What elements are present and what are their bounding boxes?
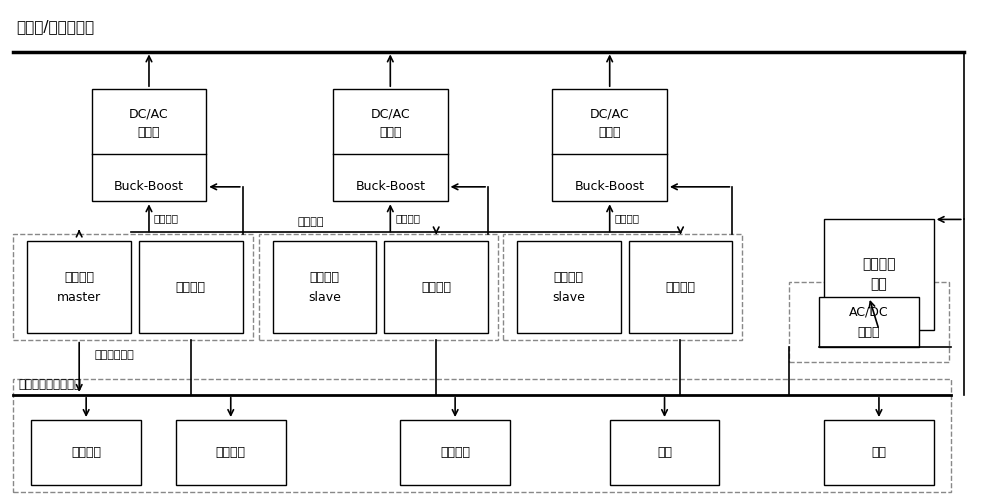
Text: 放电控制: 放电控制 (615, 213, 640, 223)
Bar (92, 89, 206, 202)
Text: 逆变控制: 逆变控制 (297, 217, 324, 227)
Bar (552, 89, 667, 202)
Bar (824, 420, 934, 485)
Text: 放电控制: 放电控制 (395, 213, 420, 223)
Text: 监测设备: 监测设备 (440, 446, 470, 459)
Text: Buck-Boost: Buck-Boost (355, 180, 425, 194)
Text: 电站: 电站 (871, 278, 887, 292)
Text: 放电控制: 放电控制 (154, 213, 179, 223)
Text: 主控基站: 主控基站 (64, 271, 94, 284)
Text: 空调: 空调 (657, 446, 672, 459)
Text: 照明: 照明 (871, 446, 886, 459)
Text: Buck-Boost: Buck-Boost (575, 180, 645, 194)
Text: 虚拟储能: 虚拟储能 (862, 258, 896, 272)
Bar (610, 420, 719, 485)
Bar (333, 89, 448, 202)
Bar (139, 241, 243, 334)
Text: DC/AC: DC/AC (129, 108, 169, 120)
Bar (273, 241, 376, 334)
Text: DC/AC: DC/AC (370, 108, 410, 120)
Text: 电池状态监测: 电池状态监测 (94, 350, 134, 360)
Text: DC/AC: DC/AC (590, 108, 630, 120)
Text: Buck-Boost: Buck-Boost (114, 180, 184, 194)
Text: slave: slave (308, 291, 341, 303)
Bar (629, 241, 732, 334)
Bar (789, 282, 949, 362)
Text: 供电基站: 供电基站 (309, 271, 339, 284)
Text: master: master (57, 291, 101, 303)
Text: AC/DC: AC/DC (849, 305, 889, 319)
Text: 储能电池: 储能电池 (176, 281, 206, 294)
Bar (31, 420, 141, 485)
Bar (503, 234, 742, 340)
Text: 电力线/基站配电网: 电力线/基站配电网 (16, 19, 94, 34)
Text: 故障基站内部电力线: 故障基站内部电力线 (18, 378, 81, 391)
Text: 通信设备: 通信设备 (71, 446, 101, 459)
Bar (13, 234, 253, 340)
Bar (384, 241, 488, 334)
Bar (176, 420, 286, 485)
Text: 传输设备: 传输设备 (216, 446, 246, 459)
Text: 逆变器: 逆变器 (138, 126, 160, 139)
Text: 逆变器: 逆变器 (598, 126, 621, 139)
Text: slave: slave (552, 291, 585, 303)
Text: 逆变器: 逆变器 (379, 126, 402, 139)
Bar (259, 234, 498, 340)
Bar (517, 241, 621, 334)
Text: 储能电池: 储能电池 (665, 281, 695, 294)
Bar (13, 379, 951, 491)
Bar (824, 219, 934, 330)
Bar (819, 297, 919, 347)
Text: 整流器: 整流器 (858, 326, 880, 339)
Bar (27, 241, 131, 334)
Text: 供电基站: 供电基站 (554, 271, 584, 284)
Bar (400, 420, 510, 485)
Text: 储能电池: 储能电池 (421, 281, 451, 294)
